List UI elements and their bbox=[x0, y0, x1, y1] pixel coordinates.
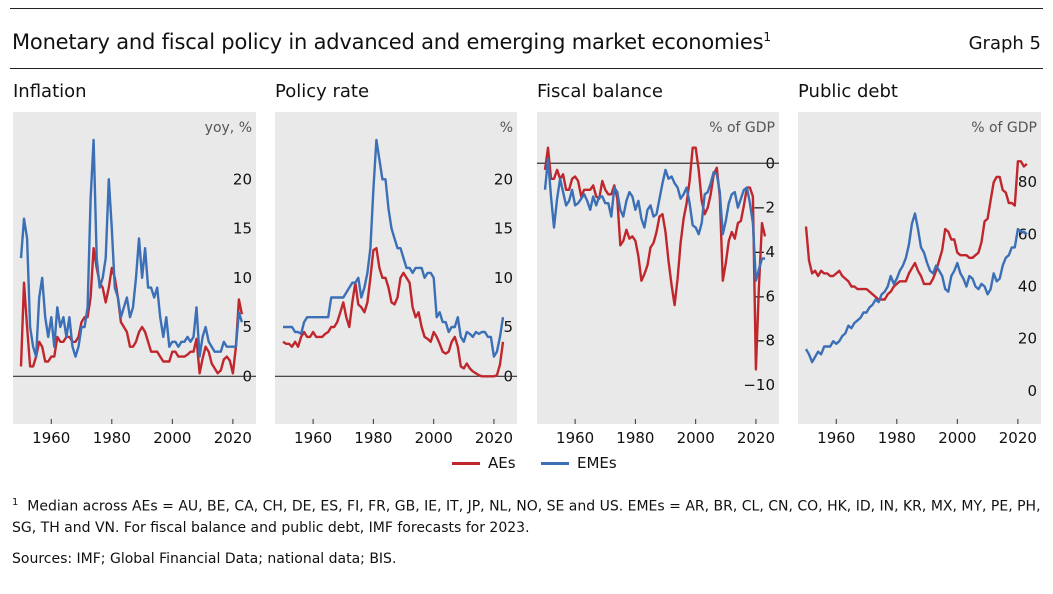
series-line-aes-inflation bbox=[19, 246, 244, 375]
y-tick-label-policy-rate: 10 bbox=[494, 269, 513, 287]
y-tick-label-fiscal-balance: −10 bbox=[743, 376, 775, 394]
unit-label-policy-rate: % bbox=[500, 120, 513, 136]
legend-label-aes: AEs bbox=[488, 454, 516, 472]
legend-swatch-emes bbox=[541, 461, 569, 465]
unit-label-inflation: yoy, % bbox=[205, 120, 252, 136]
graph-title: Monetary and fiscal policy in advanced a… bbox=[12, 30, 771, 54]
panel-title-policy-rate: Policy rate bbox=[275, 81, 370, 102]
sources: Sources: IMF; Global Financial Data; nat… bbox=[12, 551, 397, 567]
x-tick-label-public-debt: 1960 bbox=[817, 429, 855, 447]
x-tick-label-inflation: 1960 bbox=[32, 429, 70, 447]
x-tick-label-public-debt: 1980 bbox=[878, 429, 916, 447]
y-tick-label-fiscal-balance: −8 bbox=[753, 332, 775, 350]
plot-area-public-debt bbox=[798, 112, 1041, 424]
y-tick-label-inflation: 20 bbox=[233, 170, 252, 188]
x-tick-label-public-debt: 2000 bbox=[938, 429, 976, 447]
legend-item-aes: AEs bbox=[452, 454, 516, 472]
y-tick-label-public-debt: 20 bbox=[1018, 330, 1037, 348]
y-tick-label-public-debt: 0 bbox=[1027, 382, 1037, 400]
series-line-aes-fiscal-balance bbox=[543, 146, 767, 371]
legend-item-emes: EMEs bbox=[541, 454, 617, 472]
y-tick-label-fiscal-balance: −2 bbox=[753, 199, 775, 217]
plot-area-policy-rate bbox=[275, 112, 517, 424]
unit-label-fiscal-balance: % of GDP bbox=[709, 120, 775, 136]
top-rule bbox=[10, 8, 1043, 9]
x-tick-label-fiscal-balance: 2020 bbox=[737, 429, 775, 447]
series-line-emes-fiscal-balance bbox=[543, 157, 765, 282]
legend-label-emes: EMEs bbox=[577, 454, 617, 472]
x-tick-label-inflation: 2020 bbox=[214, 429, 252, 447]
y-tick-label-fiscal-balance: −4 bbox=[753, 243, 775, 261]
panel-title-fiscal-balance: Fiscal balance bbox=[537, 81, 663, 102]
panel-title-public-debt: Public debt bbox=[798, 81, 898, 102]
series-line-emes-policy-rate bbox=[283, 138, 505, 358]
unit-label-public-debt: % of GDP bbox=[971, 120, 1037, 136]
y-tick-label-inflation: 10 bbox=[233, 269, 252, 287]
y-tick-label-inflation: 15 bbox=[233, 220, 252, 238]
legend-swatch-aes bbox=[452, 461, 480, 465]
y-tick-label-inflation: 5 bbox=[242, 318, 252, 336]
y-tick-label-policy-rate: 5 bbox=[503, 318, 513, 336]
series-line-emes-public-debt bbox=[804, 212, 1028, 364]
x-tick-label-policy-rate: 2000 bbox=[415, 429, 453, 447]
x-tick-label-public-debt: 2020 bbox=[999, 429, 1037, 447]
x-tick-label-inflation: 2000 bbox=[153, 429, 191, 447]
x-tick-label-policy-rate: 1980 bbox=[354, 429, 392, 447]
x-tick-label-policy-rate: 1960 bbox=[294, 429, 332, 447]
graph-number: Graph 5 bbox=[968, 33, 1041, 54]
x-tick-label-inflation: 1980 bbox=[93, 429, 131, 447]
title-rule bbox=[10, 68, 1043, 69]
x-tick-label-fiscal-balance: 1980 bbox=[616, 429, 654, 447]
series-line-emes-inflation bbox=[19, 138, 244, 358]
x-tick-label-fiscal-balance: 2000 bbox=[677, 429, 715, 447]
plot-area-fiscal-balance bbox=[537, 112, 779, 424]
y-tick-label-public-debt: 80 bbox=[1018, 173, 1037, 191]
x-tick-label-fiscal-balance: 1960 bbox=[556, 429, 594, 447]
plot-area-inflation bbox=[13, 112, 256, 424]
y-tick-label-fiscal-balance: −6 bbox=[753, 287, 775, 305]
series-line-aes-public-debt bbox=[804, 160, 1028, 301]
x-tick-label-policy-rate: 2020 bbox=[475, 429, 513, 447]
y-tick-label-public-debt: 60 bbox=[1018, 225, 1037, 243]
y-tick-label-policy-rate: 15 bbox=[494, 220, 513, 238]
footnote: 1 Median across AEs = AU, BE, CA, CH, DE… bbox=[12, 497, 1041, 536]
series-line-aes-policy-rate bbox=[282, 246, 505, 378]
y-tick-label-public-debt: 40 bbox=[1018, 277, 1037, 295]
panel-title-inflation: Inflation bbox=[13, 81, 87, 102]
y-tick-label-policy-rate: 20 bbox=[494, 170, 513, 188]
